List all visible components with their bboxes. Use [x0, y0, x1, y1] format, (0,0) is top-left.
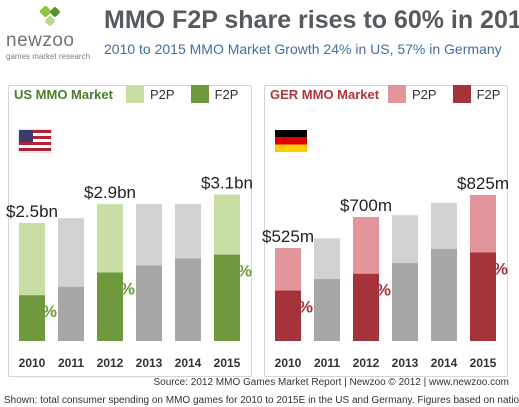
- ger-bar-p2p-2010: [275, 248, 301, 291]
- ger-f2p-share-label-2012: 54%: [357, 281, 391, 300]
- us-year-label-2010: 2010: [19, 356, 46, 370]
- ger-panel-title: GER MMO Market: [270, 87, 380, 102]
- ger-total-label-2012: $700m: [340, 196, 392, 215]
- ger-year-label-2013: 2013: [392, 356, 419, 370]
- ger-year-label-2010: 2010: [275, 356, 302, 370]
- us-bar-f2p-2012: [97, 272, 123, 341]
- ger-year-label-2014: 2014: [431, 356, 458, 370]
- us-total-label-2010: $2.5bn: [6, 202, 58, 221]
- us-legend: P2P F2P: [126, 85, 238, 103]
- us-bar-chart: 2010 $2.5bn 39% 2011 2012 $2.9bn 50% 2013 2014 20…: [6, 129, 253, 370]
- us-year-label-2012: 2012: [97, 356, 124, 370]
- ger-f2p-share-label-2015: 61%: [474, 259, 508, 278]
- us-bar-f2p-2014: [175, 258, 201, 341]
- us-bar-p2p-2010: [19, 222, 45, 296]
- ger-year-label-2012: 2012: [353, 356, 380, 370]
- ger-bar-f2p-2012: [353, 273, 379, 341]
- us-bar-p2p-2014: [175, 204, 201, 259]
- ger-total-label-2015: $825m: [457, 174, 509, 193]
- ger-bar-chart: 2010 $525m 54% 2011 2012 $700m 54% 2013 2014 2015…: [262, 130, 509, 370]
- ger-bar-p2p-2014: [431, 202, 457, 249]
- ger-legend-f2p-label: F2P: [476, 86, 501, 102]
- ger-bar-f2p-2011: [314, 279, 340, 341]
- footnote: Shown: total consumer spending on MMO ga…: [4, 395, 519, 406]
- us-bar-f2p-2011: [58, 286, 84, 341]
- us-bar-f2p-2013: [136, 265, 162, 341]
- us-f2p-share-label-2012: 50%: [101, 280, 135, 299]
- us-bar-p2p-2012: [97, 204, 123, 273]
- page-title: MMO F2P share rises to 60% in 2015: [104, 6, 519, 34]
- ger-bar-p2p-2015: [470, 194, 496, 253]
- ger-bar-f2p-2015: [470, 252, 496, 341]
- us-year-label-2015: 2015: [214, 356, 241, 370]
- ger-bar-p2p-2013: [392, 215, 418, 264]
- germany-flag-icon: [275, 130, 307, 152]
- us-total-label-2015: $3.1bn: [201, 174, 253, 193]
- us-legend-f2p-label: F2P: [214, 86, 239, 102]
- us-total-label-2012: $2.9bn: [84, 183, 136, 202]
- page-subtitle: 2010 to 2015 MMO Market Growth 24% in US…: [104, 41, 502, 57]
- logo-name: newzoo: [6, 30, 75, 51]
- us-bar-p2p-2015: [214, 194, 240, 255]
- source-note: Source: 2012 MMO Games Market Report | N…: [153, 377, 509, 388]
- us-f2p-share-label-2015: 59%: [218, 262, 252, 281]
- logo-mark-icon: [40, 6, 60, 26]
- newzoo-logo: newzoo games market research: [4, 6, 96, 64]
- us-legend-p2p-swatch: [126, 85, 144, 103]
- ger-f2p-share-label-2010: 54%: [279, 298, 313, 317]
- ger-year-label-2015: 2015: [470, 356, 497, 370]
- us-market-panel: US MMO Market P2P F2P 2010 $2.5bn 39% 2011 2…: [6, 75, 256, 377]
- ger-bar-f2p-2010: [275, 290, 301, 341]
- us-f2p-share-label-2010: 39%: [23, 302, 57, 321]
- ger-legend-f2p-swatch: [452, 85, 471, 103]
- us-year-label-2013: 2013: [136, 356, 163, 370]
- ger-legend: P2P F2P: [388, 85, 500, 103]
- us-flag-icon: [18, 129, 52, 153]
- us-year-label-2014: 2014: [175, 356, 202, 370]
- ger-legend-p2p-label: P2P: [412, 86, 437, 102]
- ger-legend-p2p-swatch: [388, 85, 406, 103]
- ger-bar-f2p-2014: [431, 248, 457, 341]
- logo-tagline: games market research: [6, 52, 91, 61]
- us-bar-f2p-2015: [214, 254, 240, 341]
- ger-year-label-2011: 2011: [314, 356, 340, 370]
- us-panel-title: US MMO Market: [14, 87, 113, 102]
- ger-market-panel: GER MMO Market P2P F2P 2010 $525m 54% 2011 2…: [262, 75, 512, 377]
- ger-bar-p2p-2012: [353, 217, 379, 274]
- ger-bar-p2p-2011: [314, 238, 340, 280]
- us-legend-f2p-swatch: [190, 85, 209, 103]
- us-legend-p2p-label: P2P: [150, 86, 175, 102]
- ger-total-label-2010: $525m: [262, 227, 314, 246]
- us-year-label-2011: 2011: [58, 356, 84, 370]
- us-bar-p2p-2011: [58, 218, 84, 287]
- ger-bar-f2p-2013: [392, 263, 418, 341]
- us-bar-p2p-2013: [136, 204, 162, 266]
- us-bar-f2p-2010: [19, 295, 45, 341]
